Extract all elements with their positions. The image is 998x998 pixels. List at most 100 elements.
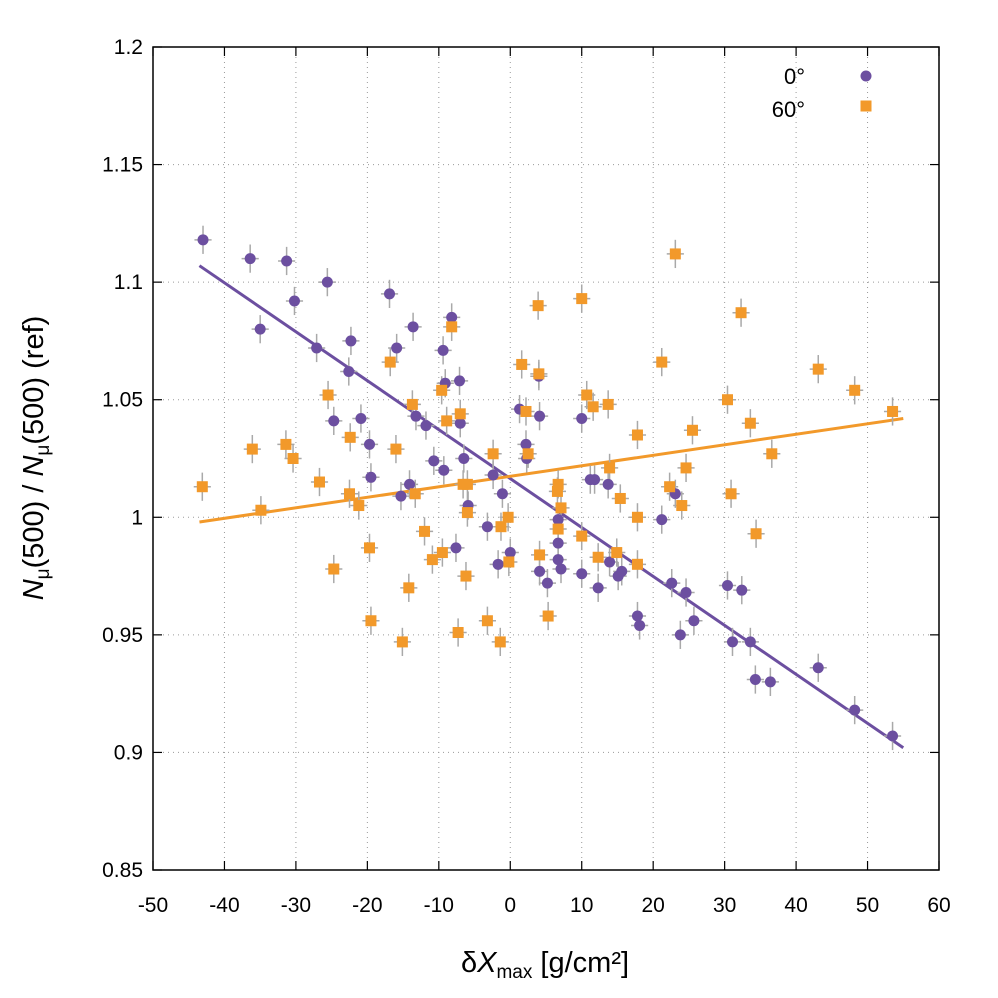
data-point-0deg [254, 323, 266, 335]
data-point-60deg [426, 554, 438, 566]
data-point-0deg [688, 615, 700, 627]
x-axis-title: δXmax [g/cm²] [461, 947, 629, 983]
data-point-60deg [522, 448, 534, 460]
data-point-0deg [552, 537, 564, 549]
data-point-60deg [436, 384, 448, 396]
data-point-60deg [502, 511, 514, 523]
data-point-0deg [744, 636, 756, 648]
legend-label-60deg: 60° [772, 97, 805, 122]
data-point-60deg [481, 615, 493, 627]
y-tick-label: 1.1 [114, 271, 143, 294]
data-point-60deg [287, 453, 299, 464]
data-point-0deg [446, 311, 458, 323]
data-point-60deg [576, 530, 588, 542]
x-tick-label: -10 [424, 894, 454, 917]
data-point-60deg [750, 528, 762, 540]
data-point-60deg [587, 401, 599, 413]
data-point-60deg [353, 500, 365, 512]
data-point-0deg [721, 579, 733, 591]
data-point-0deg [616, 565, 628, 577]
legend-label-0deg: 0° [784, 64, 805, 89]
data-point-60deg [495, 521, 507, 533]
data-point-0deg [438, 464, 450, 476]
error-bars [193, 225, 902, 751]
y-axis-title-n2: N [18, 456, 50, 477]
data-point-0deg [604, 556, 616, 568]
data-point-0deg [391, 342, 403, 354]
data-point-0deg [887, 730, 899, 742]
data-point-60deg [686, 424, 698, 436]
data-point-60deg [494, 636, 506, 648]
data-point-0deg [481, 521, 493, 533]
data-point-0deg [749, 674, 761, 686]
y-axis-title-text2: (500) (ref) [18, 316, 50, 445]
y-tick-label: 0.95 [102, 624, 143, 647]
data-point-0deg [592, 582, 604, 594]
data-point-60deg [735, 307, 747, 319]
data-point-60deg [441, 415, 453, 427]
data-point-0deg [404, 478, 416, 490]
data-point-0deg [656, 514, 668, 526]
fit-lines [198, 264, 905, 749]
data-point-0deg [355, 413, 367, 425]
data-point-0deg [321, 276, 333, 288]
data-point-0deg [450, 542, 462, 554]
data-point-0deg [428, 455, 440, 467]
x-axis-title-prefix: δ [461, 947, 477, 979]
data-point-0deg [520, 438, 532, 450]
data-point-0deg [281, 255, 293, 267]
data-point-60deg [576, 293, 588, 305]
data-point-0deg [288, 295, 300, 307]
data-point-60deg [313, 476, 325, 488]
x-tick-label: 0 [504, 894, 516, 917]
data-point-60deg [460, 570, 472, 582]
data-point-0deg [726, 636, 738, 648]
data-point-0deg [504, 547, 516, 559]
data-point-60deg [631, 511, 643, 523]
data-point-60deg [611, 547, 623, 559]
y-tick-label: 1.2 [114, 36, 143, 59]
data-point-60deg [552, 523, 564, 535]
data-point-60deg [328, 563, 340, 575]
data-point-60deg [452, 627, 464, 639]
x-tick-label: -30 [281, 894, 311, 917]
data-point-0deg [736, 584, 748, 596]
data-point-60deg [384, 356, 396, 368]
data-point-60deg [552, 478, 564, 490]
data-point-60deg [406, 398, 418, 410]
data-point-60deg [344, 488, 355, 500]
x-axis-title-suffix: [g/cm²] [532, 947, 629, 979]
grid-lines [153, 47, 939, 870]
x-axis-title-main: X [476, 947, 498, 979]
data-point-0deg [311, 342, 323, 354]
data-point-60deg [365, 615, 377, 627]
data-point-0deg [197, 234, 209, 246]
y-axis: 0.85 0.9 0.95 1 1.05 1.1 1.15 1.2 [102, 36, 939, 882]
data-point-60deg [196, 481, 208, 493]
data-point-0deg [602, 478, 614, 490]
x-tick-label: 50 [856, 894, 879, 917]
data-point-60deg [581, 389, 593, 401]
x-tick-label: -20 [352, 894, 382, 917]
data-point-0deg [576, 568, 588, 580]
data-point-0deg [492, 558, 504, 570]
y-tick-label: 1.05 [102, 389, 143, 412]
data-point-60deg [542, 610, 554, 622]
legend-marker-60deg [860, 100, 872, 112]
data-point-0deg [634, 619, 646, 631]
data-point-60deg [409, 488, 421, 500]
data-point-60deg [614, 492, 626, 504]
y-tick-label: 1 [131, 506, 143, 529]
data-point-60deg [520, 405, 532, 417]
data-point-60deg [246, 443, 258, 455]
data-point-0deg [244, 253, 256, 265]
data-point-60deg [503, 556, 515, 568]
data-point-0deg [454, 417, 466, 429]
data-point-60deg [534, 549, 546, 561]
data-point-0deg [364, 438, 376, 450]
y-tick-label: 0.85 [102, 859, 143, 882]
y-tick-label: 0.9 [114, 741, 143, 764]
data-point-60deg [812, 363, 824, 375]
y-axis-title-sub2: μ [33, 445, 54, 456]
data-point-60deg [551, 485, 563, 497]
